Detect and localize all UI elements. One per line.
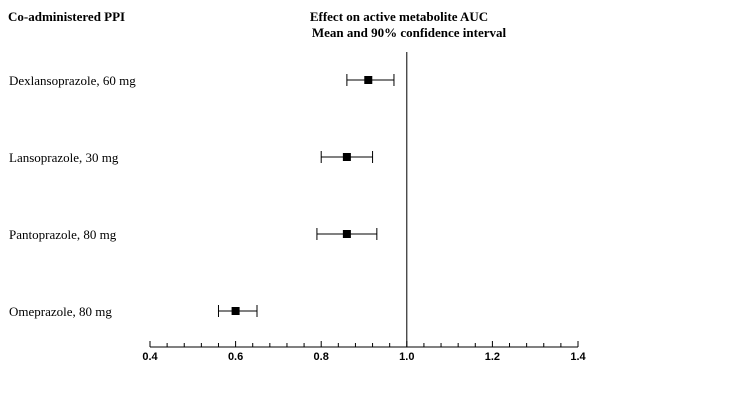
ci-row [320, 151, 374, 163]
mean-marker [342, 230, 351, 238]
x-tick-label: 0.8 [314, 351, 329, 363]
x-tick-label: 1.0 [399, 351, 414, 363]
mean-marker [364, 76, 373, 84]
ci-row [346, 74, 395, 86]
ci-row [217, 305, 258, 317]
chart-title-line2: Mean and 90% confidence interval [312, 25, 507, 40]
category-label: Omeprazole, 80 mg [9, 304, 112, 319]
ci-row [316, 228, 378, 240]
column-header-ppi: Co-administered PPI [8, 9, 125, 24]
category-label: Lansoprazole, 30 mg [9, 150, 119, 165]
category-label: Dexlansoprazole, 60 mg [9, 73, 136, 88]
x-tick-label: 0.6 [228, 351, 243, 363]
x-tick-label: 1.4 [570, 351, 586, 363]
mean-marker [231, 307, 240, 315]
mean-marker [342, 153, 351, 161]
x-tick-label: 0.4 [142, 351, 158, 363]
category-label: Pantoprazole, 80 mg [9, 227, 117, 242]
chart-title-line1: Effect on active metabolite AUC [310, 9, 488, 24]
x-tick-label: 1.2 [485, 351, 500, 363]
